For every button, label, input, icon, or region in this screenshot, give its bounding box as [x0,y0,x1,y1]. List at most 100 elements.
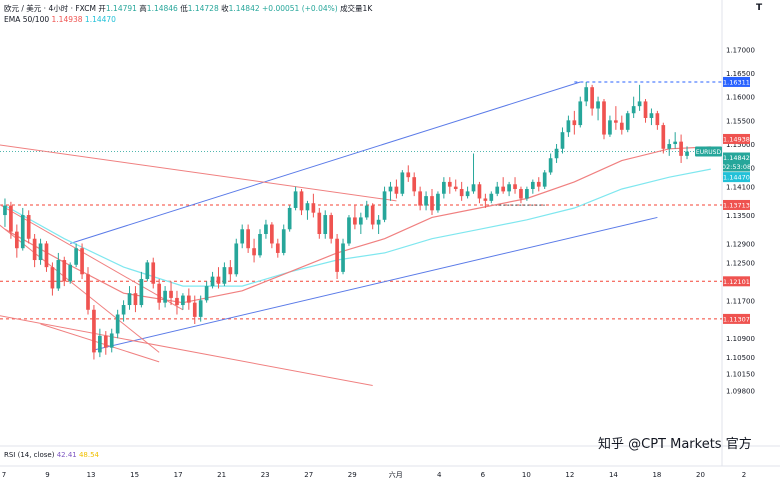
candle-body [240,229,245,244]
candle-body [376,219,381,225]
candle-body [631,106,636,114]
x-tick-label: 18 [652,471,661,479]
high-label: 高 [139,4,147,13]
candle-body [38,243,43,261]
candle-body [216,276,221,284]
candle-body [447,181,452,187]
candle-body [192,302,197,317]
x-tick-label: 2 [742,471,746,479]
candle-body [169,290,173,298]
candle-body [270,224,274,244]
x-tick-label: 10 [522,471,531,479]
price-tag-label: 1.11307 [723,315,750,323]
candle-body [246,229,250,249]
x-tick-label: 14 [609,471,618,479]
y-tick-label: 1.15000 [726,141,755,149]
candle-body [637,101,642,107]
x-tick-label: 12 [565,471,574,479]
candle-body [181,295,185,306]
x-tick-label: 29 [348,471,357,479]
x-tick-label: 17 [174,471,183,479]
candle-body [32,238,37,261]
tradingview-logo-icon: T [756,3,763,13]
ema100-value: 1.14470 [84,15,116,24]
candle-body [299,191,304,211]
candle-body [501,186,506,192]
candle-body [590,87,594,109]
price-tag-label: 1.14938 [723,135,750,143]
y-tick-label: 1.12500 [726,259,755,267]
candle-body [317,212,322,234]
candle-body [548,158,553,173]
candle-body [92,309,96,353]
candle-body [513,184,517,190]
candle-body [519,189,523,199]
candle-body [525,189,529,199]
x-tick-label: 4 [437,471,442,479]
candle-body [198,300,203,317]
candle-body [536,181,541,187]
candle-body [649,113,654,118]
candle-body [210,276,215,287]
candle-body [157,283,162,303]
candle-body [406,172,411,178]
price-tag-label: 02:53:08 [722,163,751,171]
price-tag [723,76,750,87]
ema-label: EMA 50/100 [4,15,50,24]
candle-body [50,267,55,289]
x-tick-label: 21 [217,471,226,479]
trendline [0,224,160,353]
y-tick-label: 1.09800 [726,387,755,395]
candle-body [465,191,470,197]
candle-body [323,215,328,234]
candle-body [400,172,405,194]
candle-body [430,196,434,211]
y-tick-label: 1.10900 [726,335,755,343]
candle-body [608,120,612,135]
x-tick-label: 15 [130,471,139,479]
y-tick-label: 1.14100 [726,184,755,192]
candle-body [679,141,683,156]
candle-body [305,203,310,211]
price-tag-label: 1.12101 [723,278,750,286]
rsi-value-1: 42.41 [56,451,77,459]
candle-body [275,243,280,253]
candle-body [412,177,417,192]
y-tick-label: 1.15500 [726,117,755,125]
candle-body [80,248,84,275]
price-tag-label: 1.14470 [723,174,750,182]
candle-body [186,295,191,303]
candle-body [560,132,565,149]
x-tick-label: 20 [696,471,705,479]
y-tick-label: 1.16500 [726,70,755,78]
rsi-legend: RSI (14, close) 42.41 48.54 [4,451,99,459]
candle-body [507,184,511,192]
candle-body [163,290,167,303]
close-label: 收 [221,4,229,13]
candle-body [578,101,583,126]
candle-body [204,286,209,301]
candle-body [614,120,618,123]
candle-body [109,333,114,348]
candle-body [418,191,422,206]
candle-body [341,243,345,272]
candle-body [495,186,500,194]
candle-body [370,205,375,225]
ema-legend: EMA 50/100 1.14938 1.14470 [4,15,116,24]
candle-body [542,172,547,187]
candle-body [228,267,233,275]
open-label: 开 [98,4,106,13]
candle-body [673,141,678,145]
trendline [70,81,581,244]
candle-body [353,217,357,225]
x-tick-label: 9 [45,471,49,479]
price-tag [723,152,750,163]
candle-body [584,87,589,102]
candle-body [442,181,446,194]
candle-body [9,205,13,232]
y-tick-label: 1.10150 [726,371,755,379]
candle-body [98,335,102,353]
candle-body [643,101,648,118]
candle-body [685,151,689,156]
